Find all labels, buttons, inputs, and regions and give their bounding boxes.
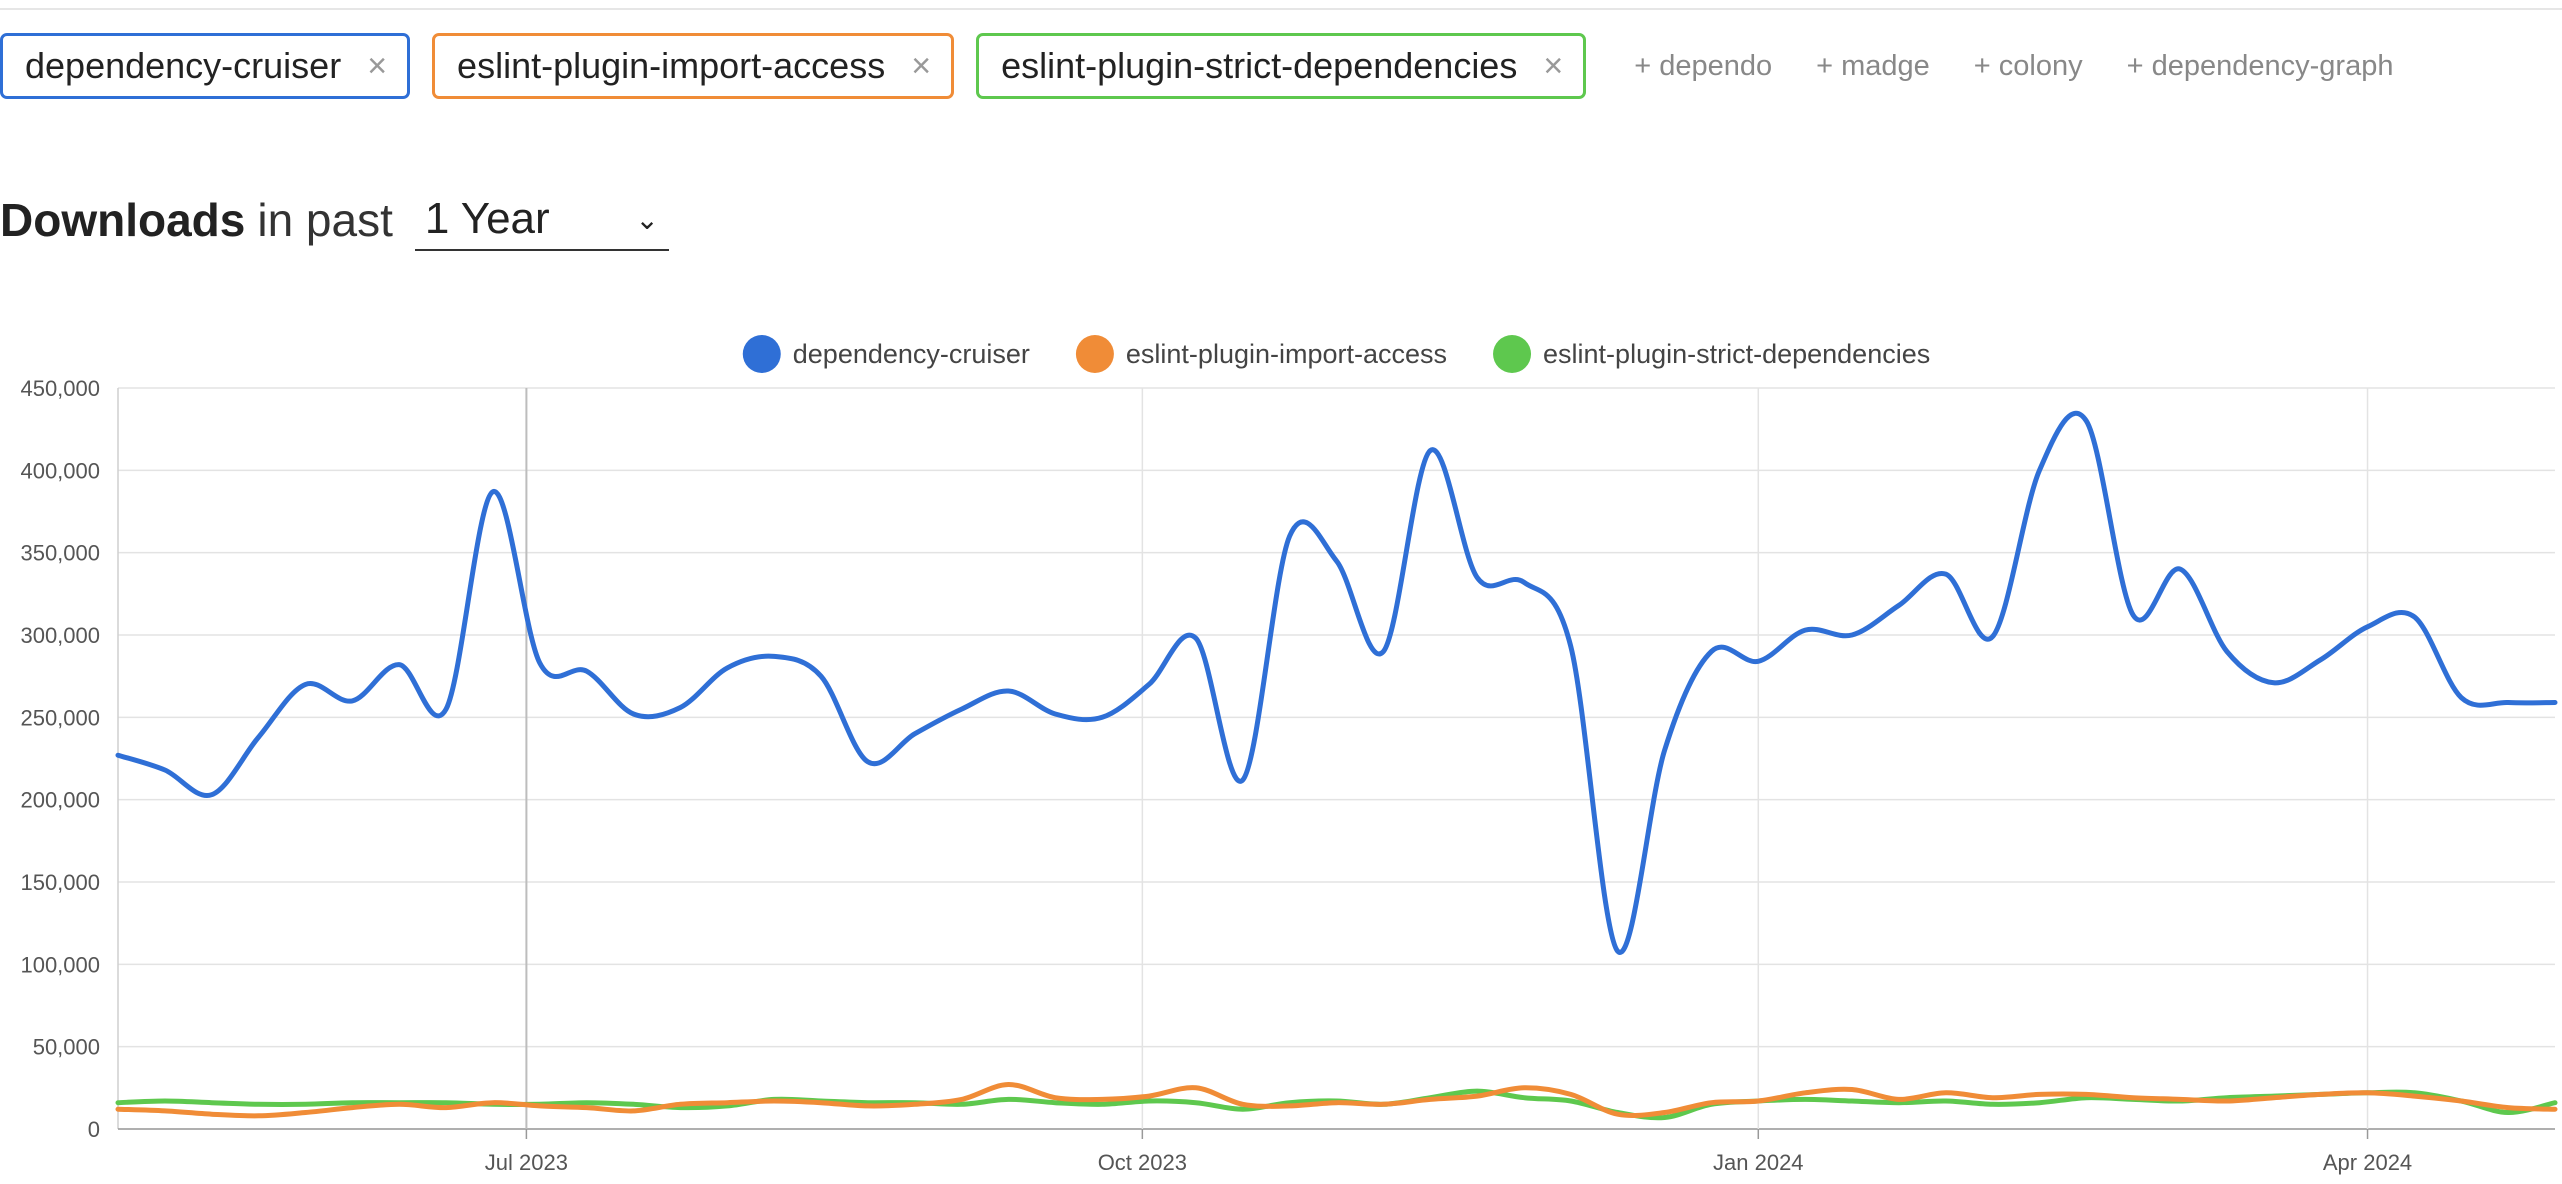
- series-line-dependency-cruiser: [115, 410, 2558, 955]
- y-tick-label: 0: [88, 1117, 100, 1142]
- package-tag-eslint-plugin-import-access[interactable]: eslint-plugin-import-access ×: [432, 33, 955, 99]
- legend-label: dependency-cruiser: [793, 339, 1030, 369]
- y-tick-label: 300,000: [20, 623, 100, 648]
- y-tick-label: 200,000: [20, 788, 100, 813]
- x-axis: Jul 2023 Oct 2023 Jan 2024 Apr 2024: [485, 1129, 2412, 1175]
- downloads-title: Downloads: [0, 194, 246, 246]
- remove-icon[interactable]: ×: [367, 46, 388, 85]
- suggestion-dependency-graph[interactable]: + dependency-graph: [2126, 49, 2394, 82]
- suggestion-colony[interactable]: + colony: [1973, 49, 2083, 82]
- x-tick-label: Jul 2023: [485, 1150, 568, 1175]
- suggestion-madge[interactable]: + madge: [1816, 49, 1930, 82]
- legend-marker-eslint-plugin-strict-dependencies: [1493, 335, 1532, 373]
- series-line-eslint-plugin-import-access: [115, 1081, 2558, 1119]
- legend-marker-dependency-cruiser: [742, 335, 781, 373]
- legend-label: eslint-plugin-strict-dependencies: [1543, 339, 1930, 369]
- chart-series: [115, 410, 2558, 1121]
- chevron-down-icon: ⌄: [635, 203, 659, 235]
- package-tag-dependency-cruiser[interactable]: dependency-cruiser ×: [0, 33, 411, 99]
- y-tick-label: 400,000: [20, 458, 100, 483]
- period-select[interactable]: 1 Year ⌄: [414, 189, 669, 251]
- top-border: [0, 0, 2562, 10]
- package-name: dependency-cruiser: [25, 45, 342, 86]
- y-axis: 450,000 400,000 350,000 300,000 250,000 200,0…: [20, 376, 100, 1142]
- y-tick-label: 50,000: [33, 1035, 100, 1060]
- package-name: eslint-plugin-import-access: [457, 45, 886, 86]
- chart-legend: dependency-cruiser eslint-plugin-import-a…: [742, 335, 1930, 373]
- y-tick-label: 100,000: [20, 952, 100, 977]
- remove-icon[interactable]: ×: [1543, 46, 1564, 85]
- y-tick-label: 150,000: [20, 870, 100, 895]
- y-tick-label: 250,000: [20, 705, 100, 730]
- chart-grid: [117, 387, 2555, 1130]
- package-tags: dependency-cruiser × eslint-plugin-impor…: [0, 30, 2411, 102]
- package-tag-eslint-plugin-strict-dependencies[interactable]: eslint-plugin-strict-dependencies ×: [976, 33, 1587, 99]
- x-tick-label: Jan 2024: [1713, 1150, 1804, 1175]
- suggestion-dependo[interactable]: + dependo: [1634, 49, 1773, 82]
- legend-marker-eslint-plugin-import-access: [1075, 335, 1114, 373]
- x-tick-label: Oct 2023: [1098, 1150, 1187, 1175]
- period-value: 1 Year: [424, 194, 550, 243]
- package-name: eslint-plugin-strict-dependencies: [1001, 45, 1518, 86]
- legend-label: eslint-plugin-import-access: [1126, 339, 1447, 369]
- downloads-subtitle: in past: [257, 194, 393, 246]
- y-tick-label: 350,000: [20, 541, 100, 566]
- x-tick-label: Apr 2024: [2323, 1150, 2412, 1175]
- y-tick-label: 450,000: [20, 376, 100, 401]
- downloads-header: Downloads in past 1 Year ⌄: [0, 185, 669, 255]
- remove-icon[interactable]: ×: [911, 46, 932, 85]
